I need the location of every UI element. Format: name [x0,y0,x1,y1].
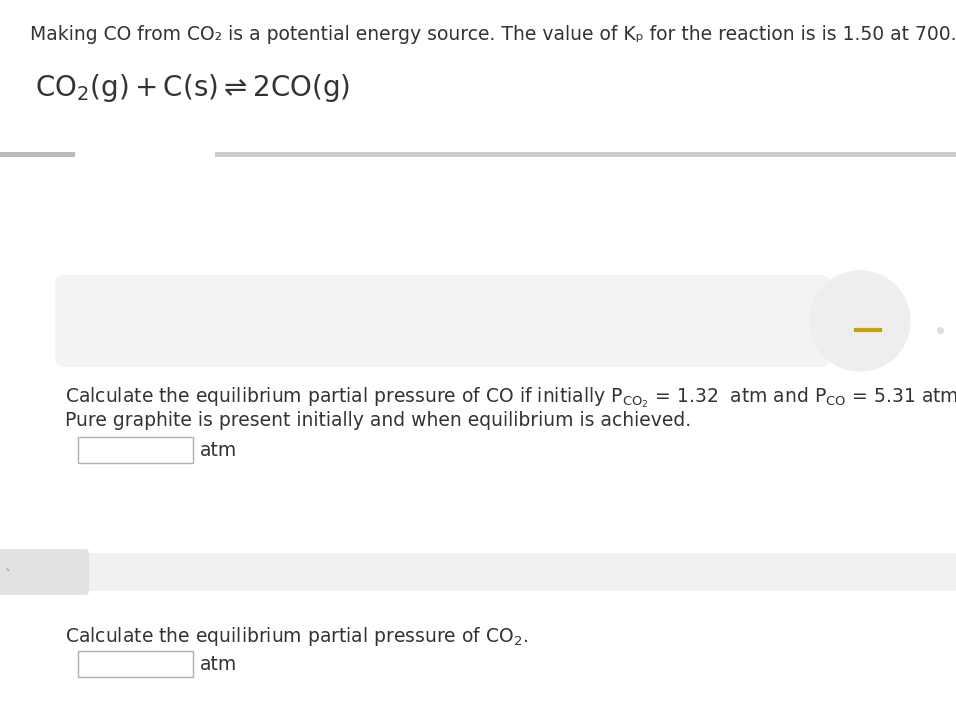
FancyBboxPatch shape [0,549,89,595]
FancyBboxPatch shape [0,553,956,591]
FancyBboxPatch shape [78,651,193,677]
FancyBboxPatch shape [0,152,75,157]
Text: Pure graphite is present initially and when equilibrium is achieved.: Pure graphite is present initially and w… [65,411,691,430]
Circle shape [810,271,910,371]
FancyBboxPatch shape [55,275,830,367]
Text: atm: atm [200,441,237,459]
Text: Calculate the equilibrium partial pressure of $\mathrm{CO_2}$.: Calculate the equilibrium partial pressu… [65,625,528,648]
Text: Making CO from CO₂ is a potential energy source. The value of Kₚ for the reactio: Making CO from CO₂ is a potential energy… [30,25,956,44]
Text: $\mathrm{CO_2(g) + C(s) \rightleftharpoons 2CO(g)}$: $\mathrm{CO_2(g) + C(s) \rightleftharpoo… [35,72,350,104]
Text: `: ` [5,569,12,583]
Text: Calculate the equilibrium partial pressure of CO if initially $\mathrm{P_{CO_2}}: Calculate the equilibrium partial pressu… [65,385,956,409]
FancyBboxPatch shape [215,152,956,157]
Text: atm: atm [200,654,237,674]
FancyBboxPatch shape [78,437,193,463]
